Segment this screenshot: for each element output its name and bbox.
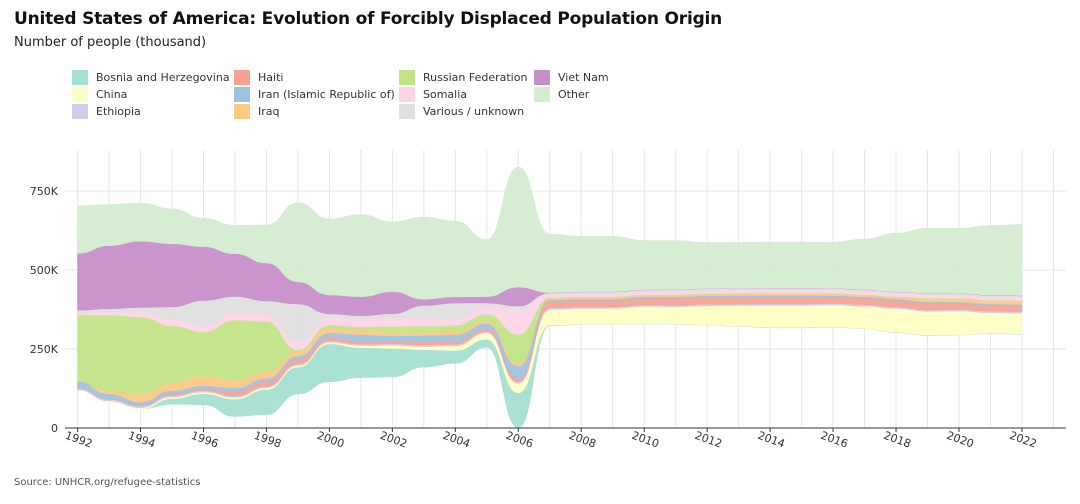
x-tick-label: 2014 [756,429,787,451]
legend-item: Viet Nam [534,69,609,85]
y-tick-label: 750K [30,185,59,198]
legend-label: China [96,87,128,101]
legend-item: Other [534,86,589,102]
legend-item: Iraq [234,103,280,119]
legend-label: Iraq [258,104,280,118]
y-tick-label: 500K [30,264,59,277]
legend-item: China [72,86,127,102]
x-tick-label: 2022 [1008,429,1039,451]
x-tick-label: 2020 [945,429,976,451]
x-tick-label: 2016 [819,429,850,451]
legend-item: Various / unknown [399,103,524,119]
legend-label: Various / unknown [423,104,525,118]
legend-swatch [234,86,250,102]
legend-item: Iran (Islamic Republic of) [234,86,395,102]
x-tick-label: 1996 [189,429,220,451]
x-tick-label: 1998 [252,429,283,451]
legend-item: Somalia [399,86,467,102]
legend-label: Bosnia and Herzegovina [96,70,230,84]
legend-swatch [72,86,88,102]
x-tick-label: 1992 [63,429,94,451]
x-tick-label: 2004 [441,429,472,451]
legend-label: Iran (Islamic Republic of) [258,87,395,101]
x-tick-label: 2008 [567,429,598,451]
chart-title: United States of America: Evolution of F… [14,9,723,29]
legend-label: Haiti [258,70,284,84]
x-tick-label: 2000 [315,429,346,451]
x-tick-label: 2002 [378,429,409,451]
chart-legend: Bosnia and Herzegovina China Ethiopia Haiti… [72,69,672,121]
x-tick-label: 2006 [504,429,535,451]
source-note: Source: UNHCR.org/refugee-statistics [14,477,201,488]
legend-swatch [399,86,415,102]
x-tick-label: 2018 [882,429,913,451]
legend-swatch [72,103,88,119]
legend-swatch [234,103,250,119]
x-tick-label: 2010 [630,429,661,451]
x-tick-label: 2012 [693,429,724,451]
y-tick-label: 0 [51,422,58,435]
legend-label: Russian Federation [423,70,528,84]
y-tick-label: 250K [30,343,59,356]
legend-item: Bosnia and Herzegovina [72,69,230,85]
legend-swatch [534,69,550,85]
x-tick-label: 1994 [126,429,157,451]
legend-swatch [399,103,415,119]
legend-swatch [534,86,550,102]
stream-area [77,166,1023,300]
legend-label: Somalia [423,87,468,101]
legend-swatch [234,69,250,85]
chart-subtitle: Number of people (thousand) [14,35,207,50]
legend-swatch [399,69,415,85]
legend-label: Ethiopia [96,104,141,118]
legend-item: Haiti [234,69,283,85]
legend-label: Viet Nam [558,70,609,84]
legend-item: Russian Federation [399,69,527,85]
legend-item: Ethiopia [72,103,141,119]
legend-label: Other [558,87,590,101]
legend-swatch [72,69,88,85]
